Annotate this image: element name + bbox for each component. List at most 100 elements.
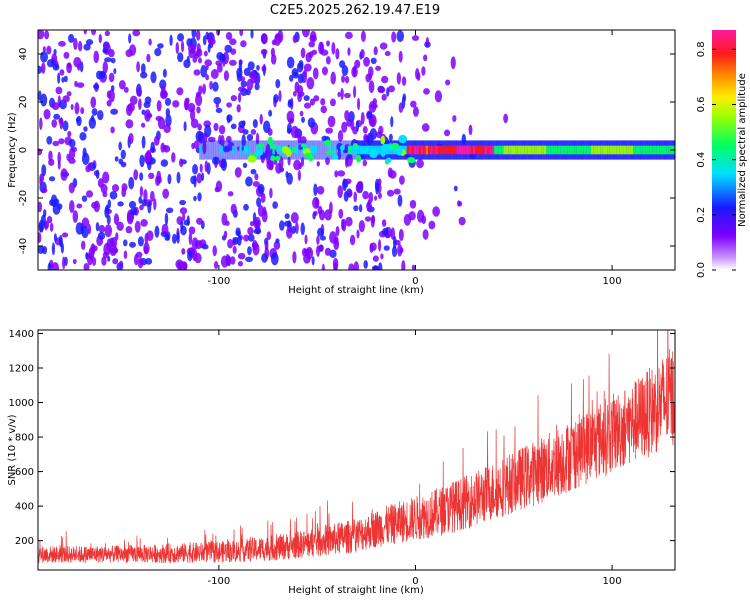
spectrogram-band-cell	[201, 140, 205, 160]
spectrogram-noise-cell	[235, 230, 242, 237]
spectrogram-noise-cell	[81, 240, 86, 250]
spectrogram-core-cell	[571, 145, 575, 155]
spectrogram-noise-cell	[176, 87, 184, 96]
spectrogram-noise-cell	[416, 71, 421, 81]
spectrogram-noise-cell	[353, 205, 359, 212]
spectrogram-noise-cell	[95, 221, 100, 232]
spectrogram-core-cell	[472, 145, 476, 155]
spectrogram-noise-cell	[76, 82, 85, 88]
spectrogram-noise-cell	[325, 56, 331, 65]
spectrogram-core-cell	[458, 145, 462, 155]
spectrogram-noise-cell	[337, 170, 346, 177]
spectrogram-signal-blob	[381, 143, 390, 152]
spectrogram-noise-cell	[209, 80, 213, 90]
spectrogram-noise-cell	[41, 164, 47, 177]
spectrogram-noise-cell	[393, 188, 401, 195]
spectrogram-core-cell	[652, 145, 655, 155]
spectrogram-noise-cell	[182, 213, 186, 222]
spectrogram-noise-cell	[382, 227, 389, 236]
spectrogram-ytick-label: -20	[18, 190, 29, 206]
spectrogram-noise-cell	[240, 76, 246, 82]
spectrogram-signal-blob	[340, 145, 345, 151]
spectrogram-noise-cell	[129, 241, 136, 248]
spectrogram-core-cell	[463, 145, 467, 155]
spectrogram-noise-cell	[163, 124, 171, 134]
spectrogram-noise-cell	[330, 98, 336, 107]
spectrogram-signal-blob	[256, 143, 265, 148]
spectrogram-noise-cell	[468, 124, 473, 136]
spectrogram-core-cell	[635, 145, 639, 155]
spectrogram-noise-cell	[202, 35, 207, 46]
spectrogram-signal-blob	[356, 154, 362, 163]
spectrogram-noise-cell	[58, 138, 65, 145]
spectrogram-noise-cell	[87, 224, 92, 235]
spectrogram-noise-cell	[381, 75, 389, 84]
spectrogram-noise-cell	[297, 169, 301, 181]
spectrogram-noise-cell	[43, 209, 47, 218]
spectrogram-noise-cell	[133, 253, 139, 266]
spectrogram-noise-cell	[377, 178, 382, 186]
spectrogram-noise-cell	[412, 106, 419, 118]
spectrogram-core-cell	[593, 145, 596, 155]
spectrogram-noise-cell	[249, 220, 255, 227]
spectrogram-noise-cell	[368, 101, 377, 113]
spectrogram-noise-cell	[102, 171, 110, 184]
colorbar-tick-label: 0.0	[696, 262, 707, 278]
spectrogram-noise-cell	[46, 59, 55, 68]
spectrogram-core-cell	[642, 145, 646, 155]
spectrogram-band-cell	[267, 140, 271, 160]
spectrogram-noise-cell	[42, 46, 46, 53]
spectrogram-core-cell	[484, 145, 488, 155]
colorbar-tick-label: 0.8	[696, 41, 707, 57]
spectrogram-core-cell	[527, 145, 530, 155]
spectrogram-noise-cell	[453, 185, 458, 192]
spectrogram-noise-cell	[157, 117, 166, 130]
spectrogram-noise-cell	[288, 117, 295, 124]
spectrogram-noise-cell	[186, 55, 190, 63]
spectrogram-noise-cell	[348, 263, 355, 270]
spectrogram-noise-cell	[290, 212, 299, 224]
spectrogram-core-cell	[512, 145, 516, 155]
spectrogram-core-cell	[239, 145, 242, 155]
spectrogram-noise-cell	[81, 225, 89, 239]
spectrogram-noise-cell	[240, 40, 247, 48]
spectrogram-core-cell	[310, 145, 313, 155]
spectrogram-noise-cell	[378, 262, 383, 270]
spectrogram-noise-cell	[194, 52, 200, 59]
spectrogram-band-cell	[218, 140, 221, 160]
spectrogram-noise-cell	[458, 201, 463, 207]
spectrogram-noise-cell	[408, 211, 416, 221]
spectrogram-noise-cell	[379, 42, 388, 50]
spectrogram-noise-cell	[273, 94, 279, 104]
spectrogram-noise-cell	[247, 61, 255, 71]
spectrogram-noise-cell	[300, 222, 305, 236]
spectrogram-noise-cell	[91, 245, 98, 252]
spectrogram-band-cell	[251, 140, 254, 160]
spectrogram-noise-cell	[162, 90, 168, 98]
spectrogram-noise-cell	[63, 51, 70, 59]
spectrogram-noise-cell	[74, 102, 80, 115]
spectrogram-noise-cell	[57, 203, 63, 210]
spectrogram-noise-cell	[360, 49, 365, 59]
spectrogram-noise-cell	[241, 120, 246, 126]
spectrogram-noise-cell	[183, 121, 187, 132]
spectrogram-noise-cell	[343, 92, 351, 99]
spectrogram-noise-cell	[270, 53, 277, 65]
spectrogram-noise-cell	[358, 204, 363, 213]
spectrogram-noise-cell	[250, 30, 254, 39]
spectrogram-core-cell	[630, 145, 634, 155]
colorbar: 0.0 0.2 0.4 0.6 0.8 Normalized spectral ampl…	[696, 30, 748, 278]
spectrogram-core-cell	[498, 145, 502, 155]
spectrogram-noise-cell	[197, 192, 202, 202]
spectrogram-noise-cell	[353, 65, 357, 77]
spectrogram-noise-cell	[210, 69, 219, 79]
spectrogram-noise-cell	[106, 238, 112, 252]
spectrogram-core-cell	[581, 145, 584, 155]
spectrogram-noise-cell	[358, 220, 366, 233]
spectrogram-noise-cell	[240, 80, 248, 88]
spectrogram-core-cell	[605, 145, 608, 155]
spectrogram-noise-cell	[139, 172, 144, 181]
spectrogram-core-cell	[505, 145, 509, 155]
spectrogram-xtick-label: -100	[208, 276, 231, 287]
spectrogram-band-cell	[265, 140, 268, 160]
